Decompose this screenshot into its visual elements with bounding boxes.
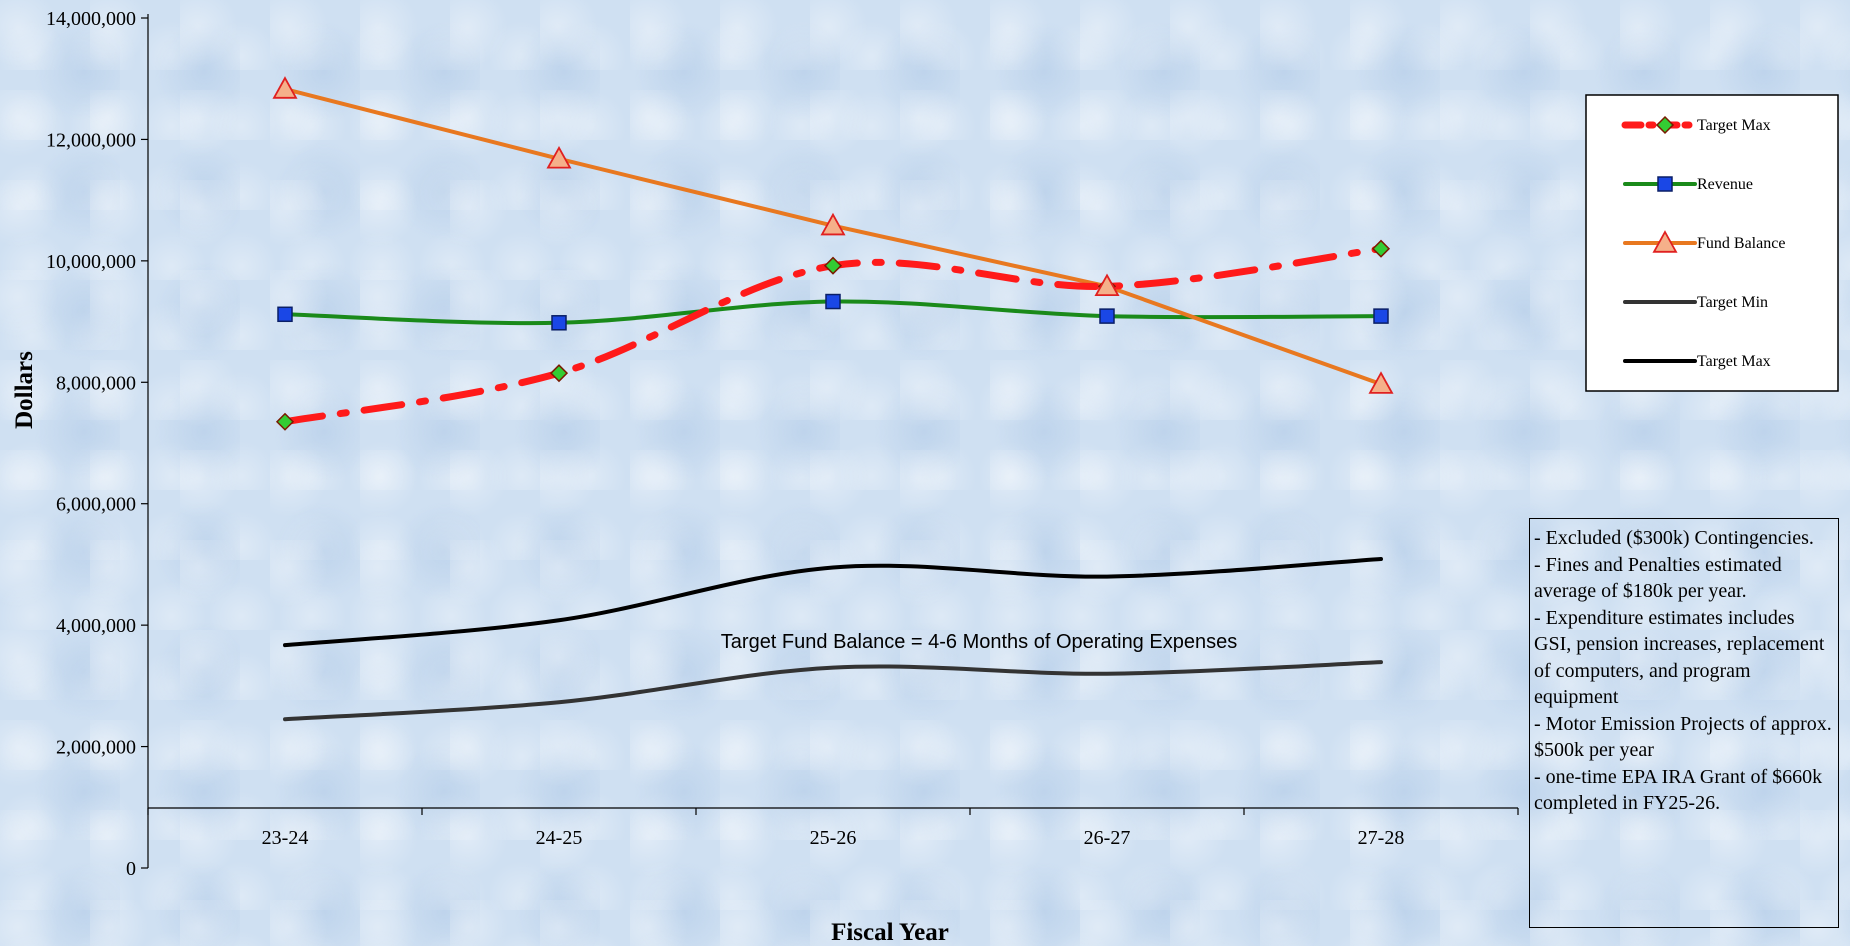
target-annotation: Target Fund Balance = 4-6 Months of Oper… <box>721 631 1237 653</box>
legend-marker-0 <box>1655 115 1675 135</box>
y-tick-label: 10,000,000 <box>46 251 136 273</box>
note-item: - Motor Emission Projects of approx. $50… <box>1534 712 1832 762</box>
x-tick-label: 23-24 <box>262 827 309 849</box>
x-tick-label: 26-27 <box>1084 827 1131 849</box>
legend-label-3: Target Min <box>1697 294 1768 311</box>
series-line-4 <box>283 556 1383 648</box>
y-tick-label: 6,000,000 <box>56 494 136 516</box>
legend-marker-2 <box>1652 230 1678 253</box>
series-line-2 <box>283 87 1383 387</box>
x-tick-label: 27-28 <box>1358 827 1405 849</box>
legend-label-1: Revenue <box>1697 176 1753 193</box>
axes: 0 2,000,000 4,000,000 6,000,000 8,000,000 10,… <box>46 8 1519 880</box>
data-point-2-4 <box>1368 371 1394 394</box>
x-tick-label: 25-26 <box>810 827 857 849</box>
data-point-0-1 <box>549 364 569 383</box>
y-tick-label: 12,000,000 <box>46 129 136 151</box>
y-tick-label: 2,000,000 <box>56 737 136 759</box>
data-point-2-2 <box>820 212 846 236</box>
data-point-1-0 <box>277 306 293 323</box>
data-point-2-3 <box>1094 273 1120 297</box>
notes-box: - Excluded ($300k) Contingencies. - Fine… <box>1529 518 1839 928</box>
legend-label-0: Target Max <box>1697 117 1771 134</box>
note-item: - Fines and Penalties estimated average … <box>1534 553 1782 603</box>
series-markers <box>272 76 1394 431</box>
legend-label-2: Fund Balance <box>1697 235 1785 252</box>
data-point-1-3 <box>1099 308 1115 324</box>
x-axis-title: Fiscal Year <box>831 919 949 946</box>
data-point-0-0 <box>275 412 295 431</box>
y-tick-label: 14,000,000 <box>46 8 136 30</box>
data-point-2-0 <box>272 76 298 99</box>
data-point-1-1 <box>551 315 567 331</box>
data-point-0-4 <box>1371 239 1391 258</box>
series-line-3 <box>283 660 1383 722</box>
note-item: - Excluded ($300k) Contingencies. <box>1534 527 1814 549</box>
note-item: - Expenditure estimates includes GSI, pe… <box>1534 606 1825 709</box>
y-tick-label: 8,000,000 <box>56 372 136 394</box>
y-tick-label: 4,000,000 <box>56 615 136 637</box>
legend-marker-1 <box>1657 176 1673 192</box>
legend: Target Max Revenue Fund Balance Target Min T… <box>1585 94 1839 392</box>
legend-label-4: Target Max <box>1697 353 1771 370</box>
data-point-2-1 <box>546 146 572 169</box>
x-tick-label: 24-25 <box>536 827 583 849</box>
series-lines <box>281 87 1385 722</box>
note-item: - one-time EPA IRA Grant of $660k comple… <box>1534 765 1823 815</box>
y-axis-title: Dollars <box>11 351 38 429</box>
data-point-1-2 <box>825 293 841 310</box>
y-tick-label: 0 <box>126 858 136 880</box>
data-point-1-4 <box>1373 308 1389 324</box>
data-point-0-2 <box>823 256 843 275</box>
